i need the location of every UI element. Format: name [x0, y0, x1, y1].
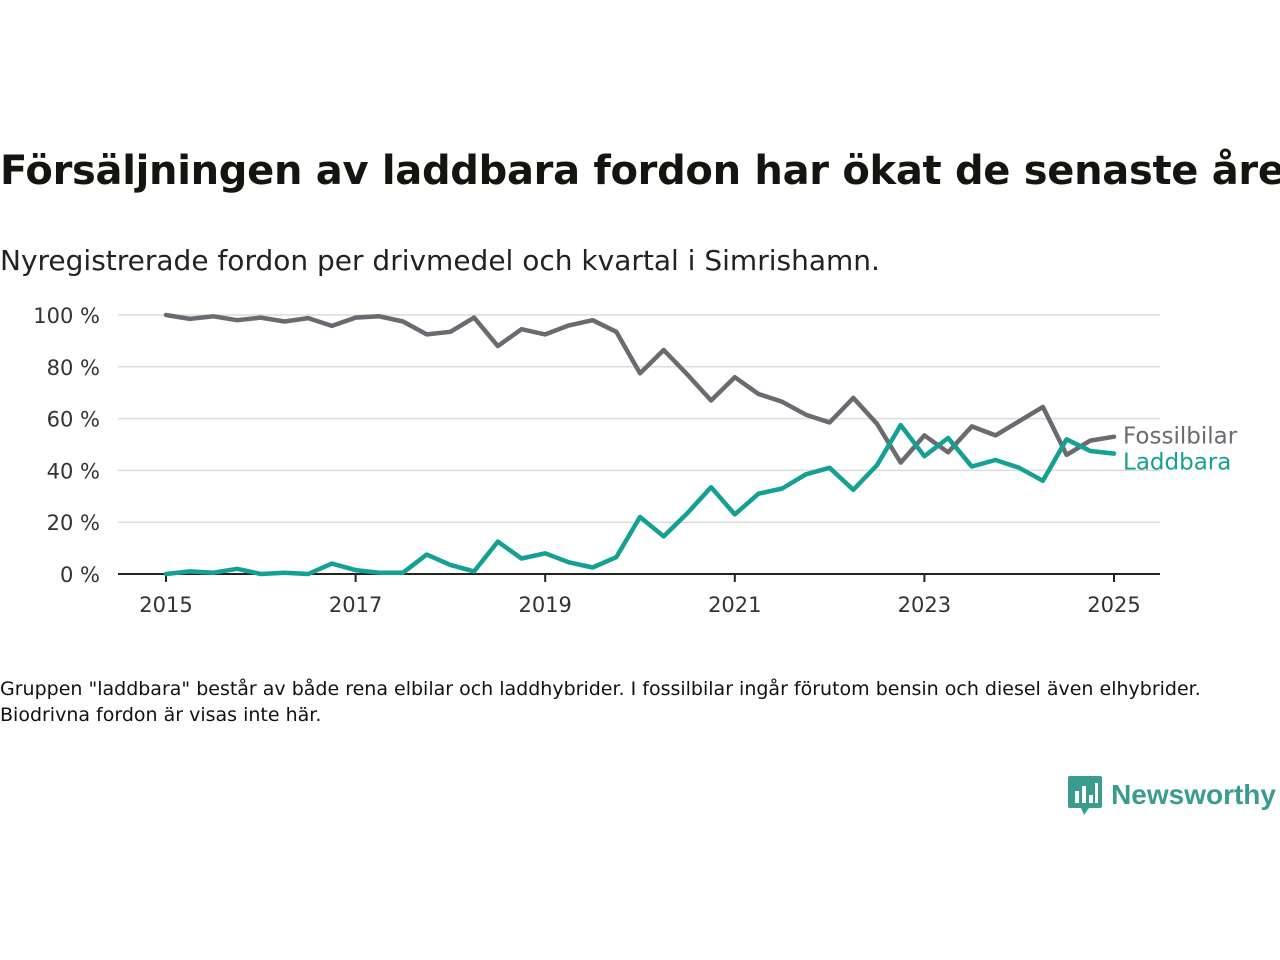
x-tick-label: 2015 — [139, 593, 192, 617]
axes: 0 % 20 % 40 % 60 % 80 % 100 % 2015 2017 2019 2021… — [33, 304, 1160, 617]
series-label-fossilbilar: Fossilbilar — [1123, 424, 1238, 450]
series-line-laddbara — [163, 422, 1117, 577]
y-tick-label: 80 % — [47, 356, 100, 380]
chart-title: Försäljningen av laddbara fordon har öka… — [0, 148, 1280, 194]
series-lines — [163, 312, 1117, 577]
x-tick-label: 2025 — [1087, 593, 1140, 617]
brand-name: Newsworthy — [1111, 779, 1276, 810]
brand-logo[interactable]: Newsworthy — [1067, 774, 1276, 816]
footnote: Gruppen "laddbara" består av både rena e… — [0, 678, 1201, 726]
series-line-fossilbilar — [163, 312, 1117, 465]
y-tick-label: 100 % — [33, 304, 100, 328]
x-tick-label: 2023 — [898, 593, 951, 617]
grid-lines — [118, 314, 1160, 523]
series-label-laddbara: Laddbara — [1123, 450, 1231, 476]
newsworthy-logo-icon — [1068, 776, 1103, 815]
y-tick-label: 60 % — [47, 408, 100, 432]
chart-subtitle: Nyregistrerade fordon per drivmedel och … — [0, 244, 880, 277]
x-tick-label: 2017 — [329, 593, 382, 617]
y-tick-label: 0 % — [60, 563, 100, 587]
x-tick-label: 2019 — [518, 593, 571, 617]
y-tick-label: 20 % — [47, 511, 100, 535]
line-chart: 0 % 20 % 40 % 60 % 80 % 100 % 2015 2017 2019 2021… — [33, 304, 1238, 617]
y-tick-label: 40 % — [47, 459, 100, 483]
x-tick-label: 2021 — [708, 593, 761, 617]
